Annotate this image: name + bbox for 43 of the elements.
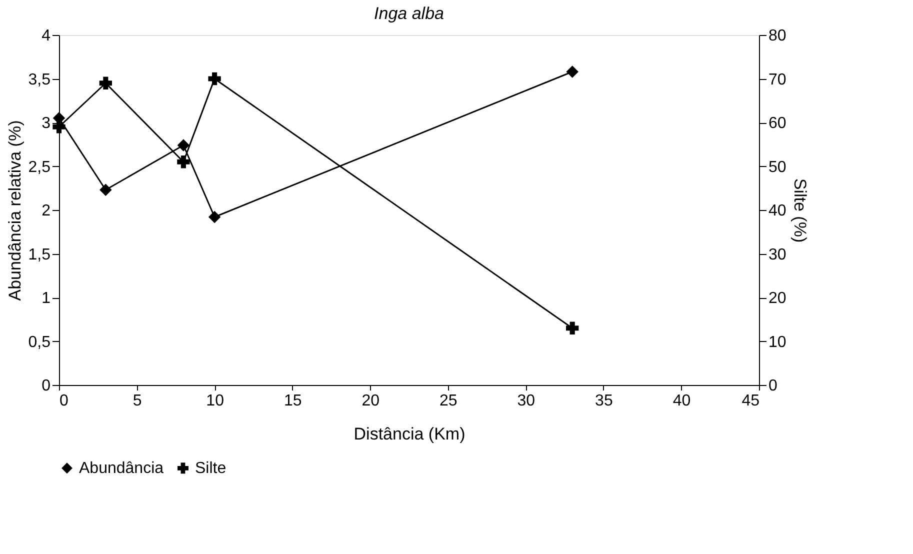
y-tick-label: 0: [42, 378, 51, 394]
point: [52, 120, 66, 134]
x-tick-label: 5: [132, 392, 142, 410]
y-tick-label: 2,5: [28, 158, 51, 176]
x-tick-label: 10: [206, 392, 224, 410]
x-tick-label: 20: [362, 392, 380, 410]
point: [208, 210, 221, 224]
legend-label: Abundância: [79, 460, 164, 478]
y2-tick-label: 10: [768, 334, 786, 351]
point: [100, 184, 112, 196]
y2-tick-label: 0: [768, 378, 778, 394]
x-tick-label: 30: [517, 392, 536, 410]
y2-tick-label: 30: [768, 246, 786, 264]
y2-tick-label: 60: [768, 115, 786, 132]
y-axis-title: Abundância relativa (%): [5, 120, 24, 301]
x-axis-title: Distância (Km): [354, 424, 466, 444]
point: [99, 76, 112, 90]
y-tick-label: 0,5: [28, 334, 51, 351]
y2-tick-label: 80: [768, 28, 786, 44]
x-tick-label: 45: [742, 392, 760, 410]
y-tick-label: 3,5: [28, 71, 51, 88]
y2-tick-label: 40: [768, 202, 786, 220]
point: [177, 156, 190, 168]
legend-label: Silte: [195, 460, 226, 478]
y2-tick-label: 20: [768, 290, 786, 307]
y2-axis-title: Silte (%): [790, 178, 810, 243]
y2-tick-label: 70: [768, 71, 786, 88]
y-tick-label: 3: [42, 115, 51, 132]
y-tick-label: 4: [42, 28, 51, 44]
x-tick-label: 15: [284, 392, 302, 410]
point: [208, 72, 221, 86]
x-tick-label: 40: [672, 392, 691, 410]
x-tick-label: 35: [595, 392, 613, 410]
y-tick-label: 2: [42, 202, 51, 220]
x-tick-label: 0: [60, 392, 68, 410]
x-tick-label: 25: [439, 392, 458, 410]
y-tick-label: 1: [42, 290, 51, 307]
point: [566, 322, 579, 334]
chart-title: Inga alba: [374, 4, 444, 23]
y-tick-label: 1,5: [28, 246, 51, 264]
point: [566, 66, 578, 78]
point: [177, 139, 190, 152]
y2-tick-label: 50: [768, 158, 786, 176]
